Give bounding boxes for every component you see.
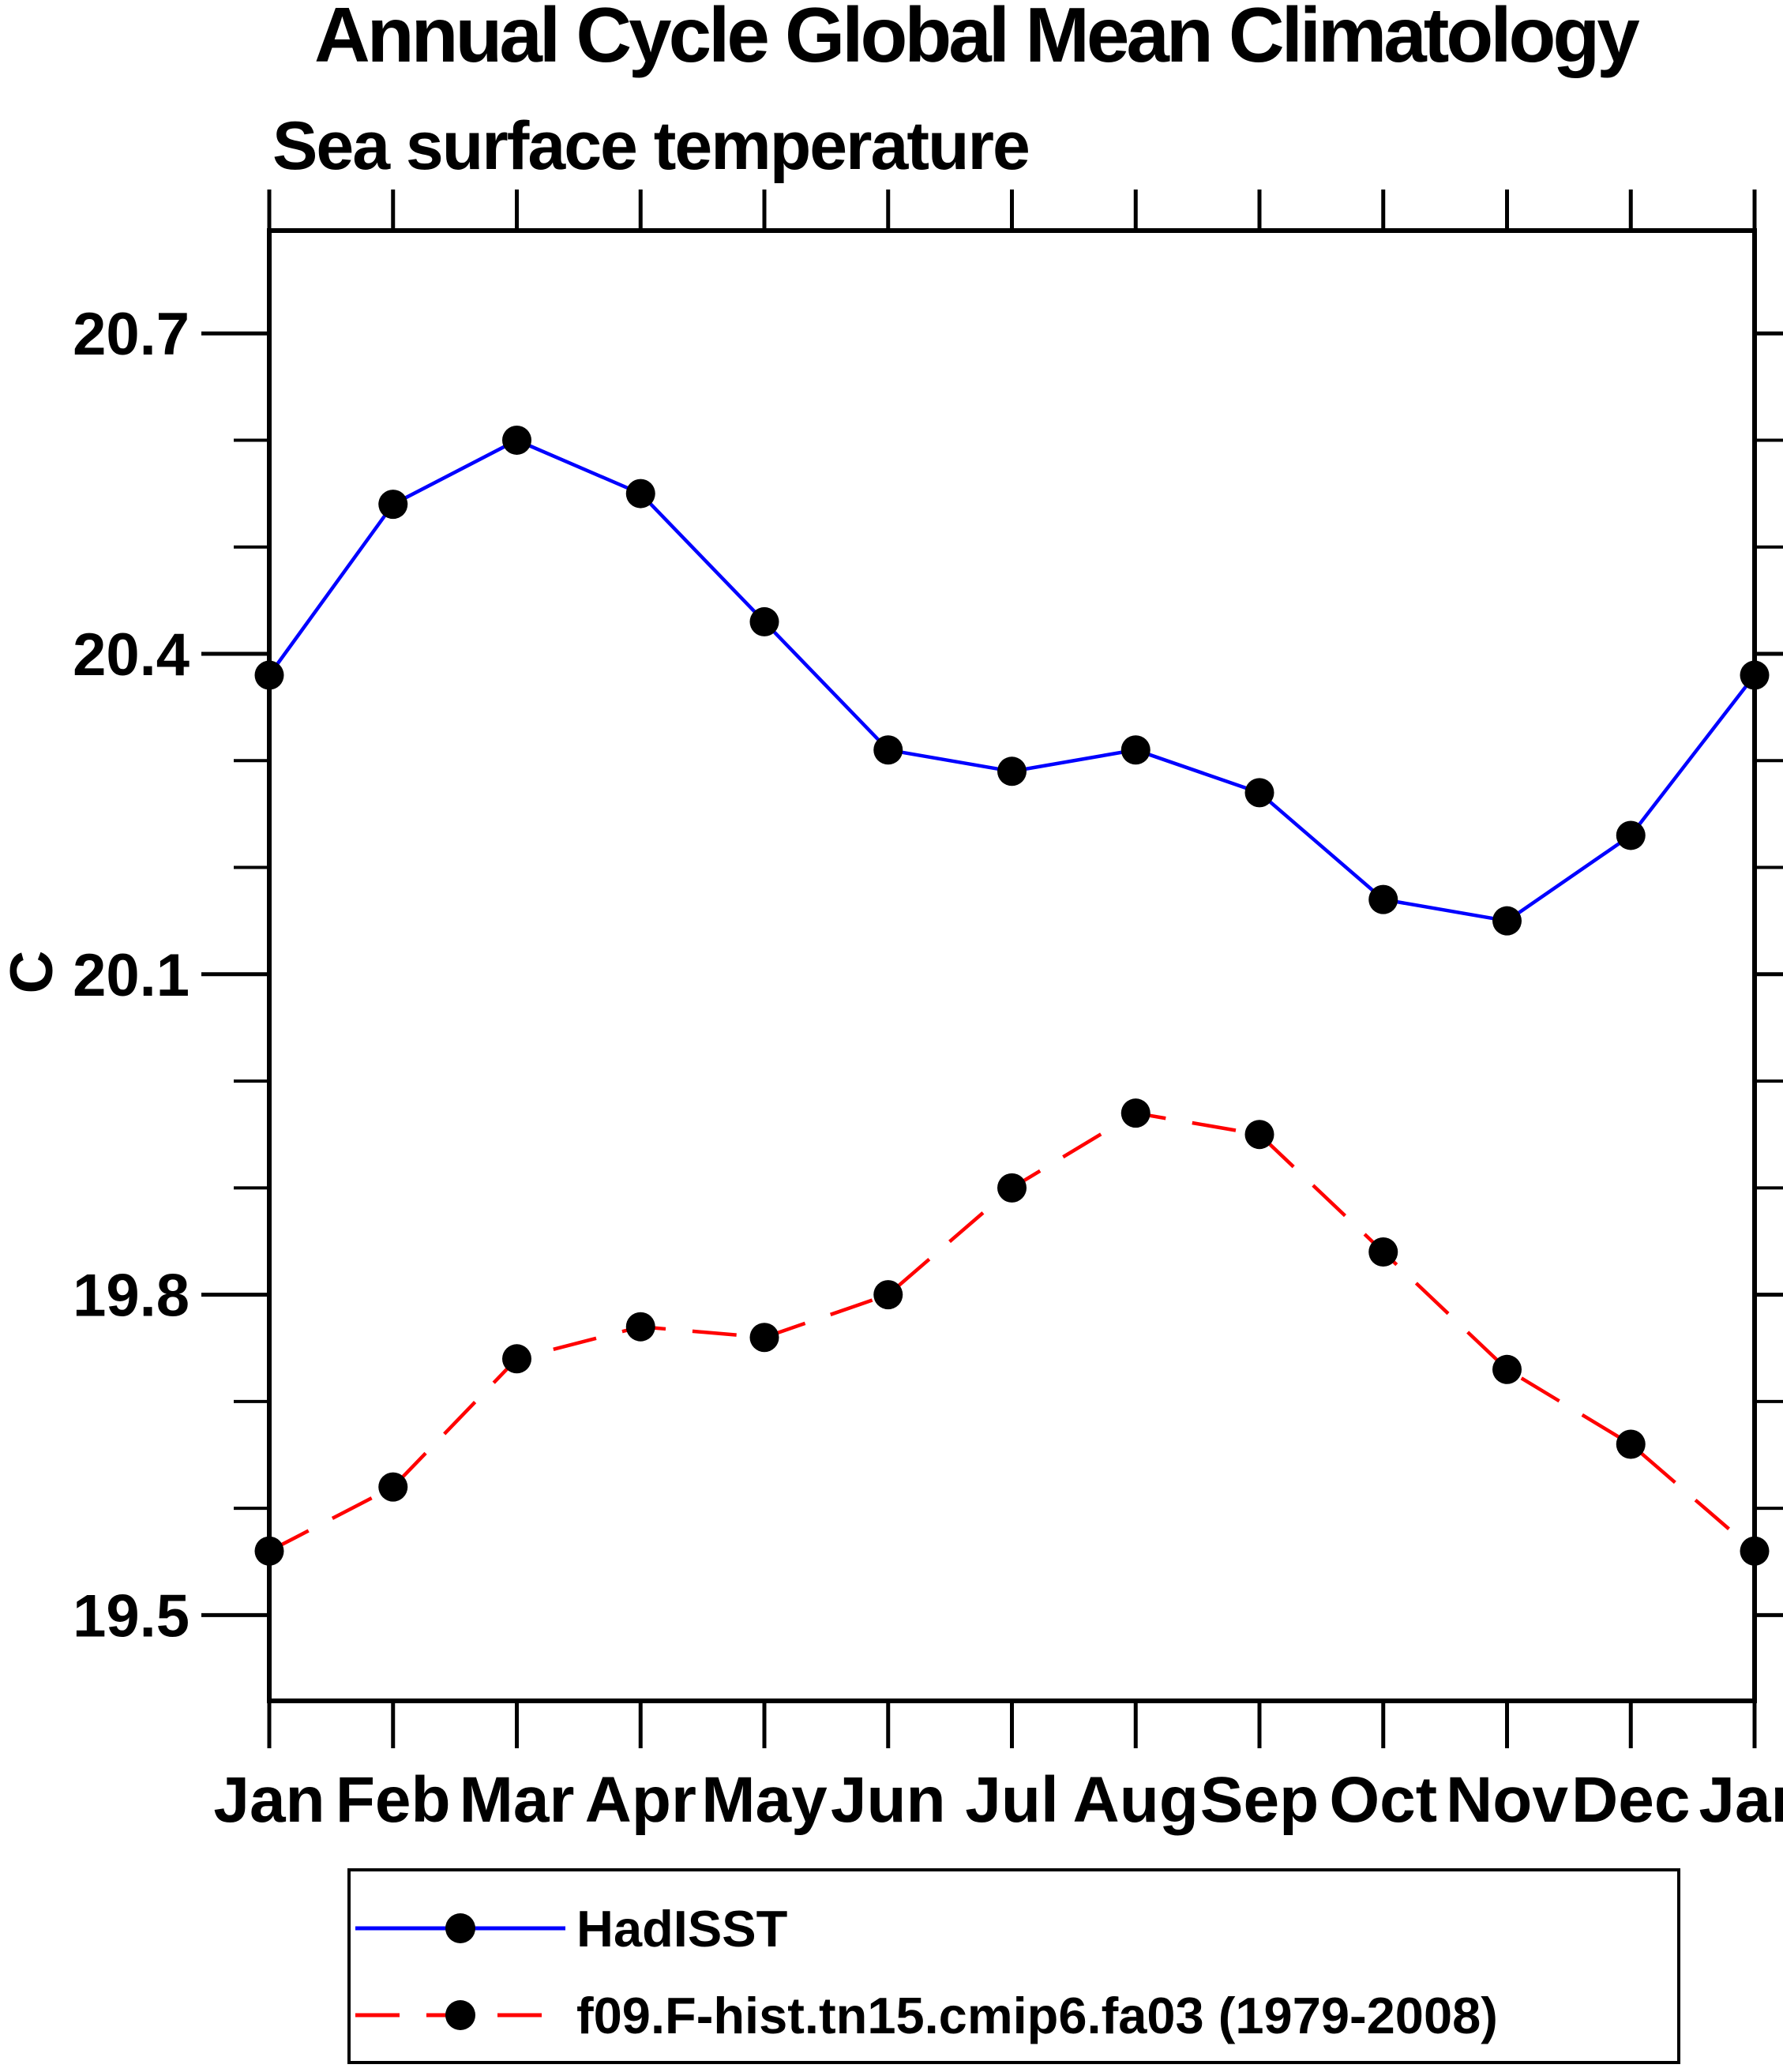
y-tick-label: 19.5: [73, 1582, 190, 1650]
data-point-marker: [378, 490, 408, 520]
legend-label: f09.F-hist.tn15.cmip6.fa03 (1979-2008): [576, 1987, 1498, 2044]
data-point-marker: [1492, 1354, 1522, 1384]
data-point-marker: [1244, 1120, 1274, 1150]
legend-label: HadISST: [576, 1900, 787, 1958]
data-point-marker: [625, 479, 655, 509]
x-tick-label: Sep: [1200, 1764, 1319, 1836]
data-point-marker: [1368, 884, 1398, 914]
legend-marker-dot: [445, 1913, 475, 1943]
data-point-marker: [1120, 735, 1151, 765]
data-point-marker: [1492, 906, 1522, 936]
x-tick-label: Dec: [1571, 1764, 1690, 1836]
series-line-0: [268, 438, 1756, 923]
chart-subtitle: Sea surface temperature: [272, 108, 1030, 184]
y-tick-label: 20.7: [73, 301, 190, 368]
x-tick-label: Apr: [585, 1764, 696, 1836]
data-point-marker: [502, 425, 531, 455]
x-tick-label: Jan: [1699, 1764, 1783, 1836]
data-point-marker: [254, 1536, 284, 1566]
data-point-marker: [873, 735, 903, 765]
x-tick-label: Jan: [213, 1764, 325, 1836]
data-point-marker: [873, 1280, 903, 1310]
data-point-marker: [625, 1312, 655, 1342]
chart-title: Annual Cycle Global Mean Climatology: [314, 0, 1640, 78]
data-point-marker: [1616, 820, 1646, 850]
data-point-marker: [1120, 1098, 1151, 1128]
x-tick-label: Feb: [336, 1764, 451, 1836]
data-point-marker: [1244, 778, 1274, 808]
x-tick-label: May: [701, 1764, 828, 1836]
legend-box: [347, 1868, 1680, 2064]
data-point-marker: [1368, 1237, 1398, 1267]
y-tick-label: 19.8: [73, 1263, 190, 1330]
x-tick-label: Oct: [1329, 1764, 1437, 1836]
data-point-marker: [1740, 1536, 1770, 1566]
x-tick-label: Jul: [965, 1764, 1058, 1836]
y-tick-label: 20.4: [73, 621, 190, 689]
x-tick-label: Mar: [460, 1764, 575, 1836]
data-point-marker: [997, 756, 1027, 786]
x-tick-label: Aug: [1073, 1764, 1199, 1836]
data-point-marker: [378, 1472, 408, 1502]
legend-marker-dot: [445, 2000, 475, 2030]
x-tick-label: Nov: [1446, 1764, 1568, 1836]
data-point-marker: [749, 1323, 779, 1353]
data-point-marker: [254, 660, 284, 690]
y-tick-label: 20.1: [73, 942, 190, 1009]
x-tick-label: Jun: [831, 1764, 946, 1836]
data-point-marker: [749, 606, 779, 636]
y-axis-label: C: [0, 950, 66, 994]
data-point-marker: [1616, 1429, 1646, 1459]
data-point-marker: [502, 1344, 531, 1374]
data-point-marker: [1740, 660, 1770, 690]
data-point-marker: [997, 1173, 1027, 1203]
